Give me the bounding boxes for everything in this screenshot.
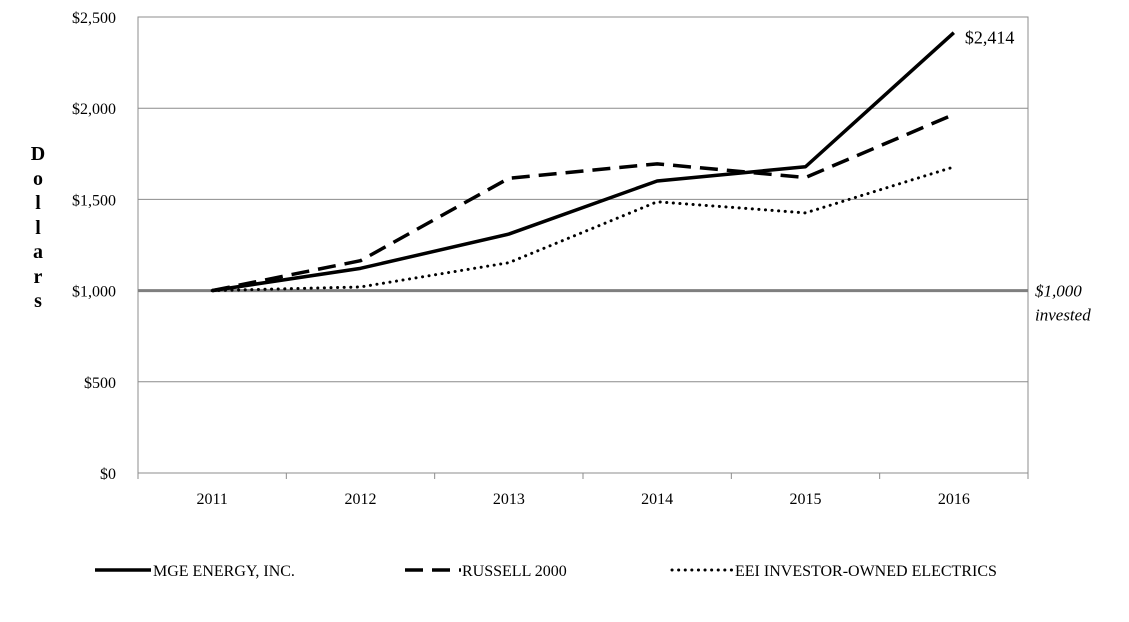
- x-tick-label: 2013: [493, 491, 525, 508]
- x-tick-label: 2015: [790, 491, 822, 508]
- x-tick-label: 2014: [641, 491, 673, 508]
- y-axis-title-letter: s: [34, 290, 42, 312]
- y-axis-title-letter: l: [35, 216, 41, 239]
- y-axis-title-letter: D: [30, 143, 46, 165]
- x-tick-label: 2016: [938, 491, 970, 508]
- series-line-dotted: [210, 165, 956, 293]
- y-tick-label: $2,000: [72, 101, 116, 118]
- y-axis-title-letter: l: [35, 192, 41, 214]
- y-axis-title-letter: r: [33, 265, 43, 288]
- reference-label: invested: [1035, 306, 1091, 325]
- legend-label: RUSSELL 2000: [462, 563, 567, 580]
- y-tick-label: $1,000: [72, 284, 116, 301]
- y-tick-label: $500: [84, 375, 116, 392]
- y-tick-label: $0: [100, 466, 116, 483]
- x-tick-label: 2011: [196, 491, 227, 508]
- x-tick-label: 2012: [345, 491, 377, 508]
- y-axis-title-letter: a: [33, 241, 43, 263]
- y-axis-title-letter: o: [33, 167, 43, 190]
- legend-label: EEI INVESTOR-OWNED ELECTRICS: [735, 563, 997, 580]
- y-tick-label: $1,500: [72, 192, 116, 209]
- y-tick-label: $2,500: [72, 10, 116, 27]
- series-line-dashed: [211, 112, 955, 293]
- reference-label: $1,000: [1035, 282, 1082, 301]
- series-line-solid: [211, 31, 956, 293]
- legend-label: MGE ENERGY, INC.: [153, 563, 295, 580]
- end-value-label: $2,414: [965, 28, 1015, 48]
